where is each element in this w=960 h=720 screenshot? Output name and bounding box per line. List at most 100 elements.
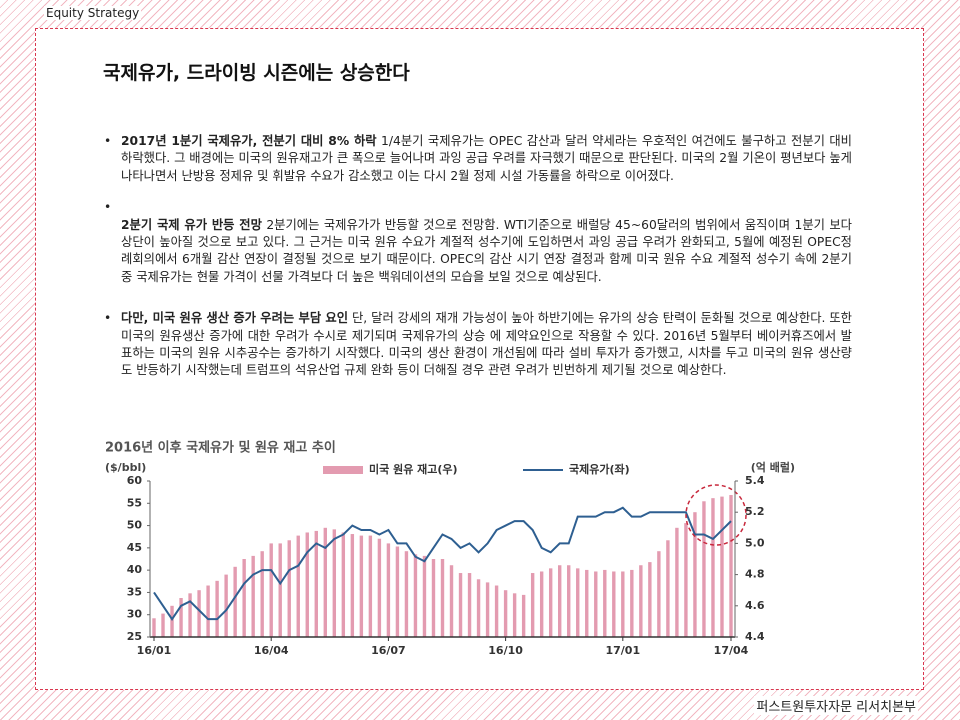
y2-axis-label: (억 배럴)	[751, 460, 795, 474]
bar	[233, 566, 237, 637]
bar	[377, 538, 382, 637]
bar	[170, 605, 174, 637]
bar	[395, 546, 400, 637]
bar	[684, 523, 688, 637]
bar	[594, 571, 598, 637]
bar	[539, 571, 544, 637]
bullet: • 2017년 1분기 국제유가, 전분기 대비 8% 하락 1/4분기 국제유가…	[104, 134, 852, 183]
bullet-text: 단, 달러 강세의 재개 가능성이 높아 하반기에는 유가의 상승 탄력이 둔화…	[121, 311, 852, 378]
bar	[179, 598, 183, 637]
bullet: • 다만, 미국 원유 생산 증가 우려는 부담 요인 단, 달러 강세의 재개 …	[104, 311, 852, 378]
bar	[152, 618, 156, 637]
bar	[720, 496, 724, 637]
body-text: • 2017년 1분기 국제유가, 전분기 대비 8% 하락 1/4분기 국제유가…	[104, 133, 852, 394]
bar	[431, 559, 436, 637]
bar	[413, 554, 418, 637]
bar	[630, 569, 634, 637]
bar	[188, 593, 192, 637]
bar	[494, 585, 499, 637]
bar	[323, 527, 327, 637]
bar	[359, 535, 364, 637]
bar	[296, 535, 300, 637]
bar	[386, 543, 391, 637]
bar	[440, 559, 445, 637]
bar	[657, 551, 661, 637]
bar	[449, 565, 454, 637]
bullet-text: 2분기에는 국제유가가 반등할 것으로 전망함. WTI기준으로 배럴당 45~…	[121, 217, 852, 284]
chart-title: 2016년 이후 국제유가 및 원유 재고 추이	[105, 440, 336, 456]
section-label: Equity Strategy	[44, 6, 142, 20]
y2-tick-label: 5.2	[745, 505, 765, 518]
bar	[332, 529, 337, 637]
y-axis-label: ($/bbl)	[105, 461, 146, 474]
bullet: •	[104, 200, 112, 215]
page-title: 국제유가, 드라이빙 시즌에는 상승한다	[103, 62, 410, 84]
y-tick-label: 60	[127, 474, 143, 487]
y-tick-label: 55	[127, 496, 142, 509]
chart: 2016년 이후 국제유가 및 원유 재고 추이 ($/bbl) (억 배럴) …	[105, 440, 795, 658]
bullet-lead: 다만, 미국 원유 생산 증가 우려는 부담 요인	[121, 311, 349, 326]
bullet-lead: 2017년 1분기 국제유가, 전분기 대비 8% 하락	[121, 134, 377, 148]
bar	[512, 593, 517, 637]
y-tick-label: 45	[127, 541, 142, 554]
bar	[269, 543, 273, 637]
legend-label: 미국 원유 재고(우)	[369, 462, 458, 476]
bar	[503, 590, 508, 637]
bar	[197, 590, 201, 637]
legend-label: 국제유가(좌)	[569, 462, 630, 476]
bar	[242, 559, 246, 637]
bar	[485, 582, 490, 637]
y-tick-label: 30	[127, 608, 143, 621]
bar	[548, 568, 553, 637]
bar	[422, 555, 427, 637]
line	[153, 506, 732, 621]
y-tick-label: 35	[127, 585, 142, 598]
x-tick-label: 16/10	[488, 644, 523, 657]
bar	[350, 534, 355, 637]
bar	[612, 571, 616, 637]
y2-tick-label: 5.4	[745, 474, 765, 487]
bar	[224, 574, 228, 637]
bullet-lead: 2분기 국제 유가 반등 전망	[121, 217, 262, 232]
y-tick-label: 40	[127, 563, 143, 576]
bar	[648, 562, 652, 637]
bullet-text: 1/4분기 국제유가는 OPEC 감산과 달러 약세라는 우호적인 여건에도 불…	[121, 134, 852, 183]
x-tick-label: 16/04	[254, 644, 289, 657]
bar	[558, 565, 562, 637]
bar	[278, 543, 282, 637]
bar	[666, 540, 670, 637]
footer: 퍼스트원투자자문 리서치본부	[754, 696, 918, 715]
bar	[567, 565, 571, 637]
x-tick-label: 17/01	[605, 644, 640, 657]
y2-tick-label: 4.6	[745, 599, 765, 612]
bar	[287, 540, 291, 637]
bar	[702, 501, 706, 637]
bar	[215, 580, 219, 637]
bar	[206, 585, 210, 637]
bar	[675, 527, 679, 637]
bar	[693, 512, 697, 637]
bar	[521, 594, 526, 637]
bar	[404, 551, 409, 637]
bar	[251, 555, 255, 637]
x-tick-label: 16/01	[137, 644, 172, 657]
y2-tick-label: 4.4	[745, 630, 765, 643]
bar	[603, 569, 607, 637]
bar	[729, 495, 733, 637]
legend-swatch	[323, 466, 363, 474]
bar	[458, 573, 463, 637]
bar	[341, 532, 346, 637]
bar	[476, 579, 481, 637]
bar	[585, 569, 589, 637]
bar	[621, 571, 625, 637]
bar	[467, 573, 472, 637]
bar	[711, 498, 715, 637]
y-tick-label: 25	[127, 630, 142, 643]
x-tick-label: 17/04	[714, 644, 749, 657]
bar	[305, 532, 309, 637]
bar	[576, 568, 580, 637]
bar	[314, 530, 318, 637]
y2-tick-label: 5.0	[745, 536, 765, 549]
y2-tick-label: 4.8	[745, 568, 765, 581]
